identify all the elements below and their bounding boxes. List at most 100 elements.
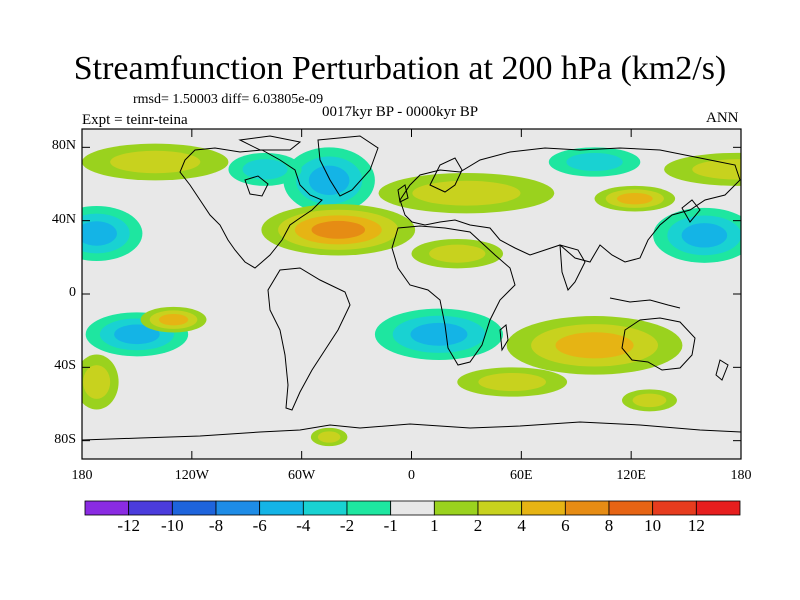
figure-title: Streamfunction Perturbation at 200 hPa (… [73,50,727,87]
contour-band [317,431,341,443]
contour-band [692,159,741,180]
lon-label: 120E [616,468,646,483]
colorbar-label: 4 [517,516,526,535]
lat-label: 80N [51,138,76,154]
lon-label: 180 [730,468,752,483]
colorbar-swatch [695,500,741,516]
colorbar-swatch [477,500,523,516]
coast-eurasia [399,147,741,263]
colorbar-swatch [259,500,304,516]
anomaly-greenland-negative [283,147,375,214]
anomaly-south-east-pacific-positive [82,354,119,410]
colorbar-label: -4 [296,516,311,535]
coast-greenland [317,135,379,197]
lon-label: 180 [71,468,93,483]
season-label: ANN [706,110,739,126]
coast-antarctica [82,421,741,441]
lat-label: 40N [51,211,76,227]
colorbar-swatch [302,500,348,516]
lon-label: 60W [288,468,316,483]
coast-north-america [179,147,323,269]
colorbar-swatch [128,500,173,516]
colorbar-swatch [215,500,261,516]
anomaly-south-pacific-positive [140,306,207,333]
colorbar-label: -2 [339,516,355,535]
colorbar-label: 10 [644,516,662,535]
contour-band [632,393,667,408]
anomaly-europe-positive [378,173,555,214]
anomaly-south-indian-positive [622,389,677,412]
colorbar-swatch [346,500,392,516]
anomaly-layer [82,143,741,447]
coast-australia [621,317,696,371]
coast-british-isles [397,184,409,203]
contour-band [478,372,546,392]
contour-band [410,322,468,346]
colorbar-label: -12 [117,516,140,535]
colorbar-label: 1 [430,516,439,535]
stats-text: rmsd= 1.50003 diff= 6.03805e-09 [133,92,324,107]
coast-madagascar [499,324,509,352]
contour-band [83,365,111,399]
contour-band [311,220,366,239]
colorbar-label: -10 [160,516,184,535]
contour-band [412,180,521,206]
coastlines [82,135,741,441]
colorbar-swatch [171,500,217,516]
colorbar-label: -1 [383,516,398,535]
anomaly-east-asia-positive [594,185,676,212]
colorbar-swatch [608,500,654,516]
coast-indonesia [609,297,681,309]
anomaly-pacific-north-negative [82,206,143,261]
coast-south-america [267,267,351,411]
colorbar-label: -8 [208,516,224,535]
colorbar-swatch [652,500,697,516]
colorbar-swatch [84,500,130,516]
contour-band [555,332,634,359]
anomaly-australia-positive [506,316,683,375]
anomaly-siberia-negative [548,147,641,177]
colorbar-swatch [564,500,610,516]
lon-label: 60E [510,468,533,483]
colorbar-label: 6 [561,516,570,535]
contour-band [616,192,653,205]
anomaly-north-africa-positive [411,239,504,269]
anomaly-pacific-north-negative-east [653,207,741,263]
lon-label: 0 [408,468,415,483]
colorbar-label: 2 [473,516,483,535]
coast-japan [681,199,701,223]
contour-band [242,159,288,180]
colorbar-swatch [433,500,479,516]
colorbar-swatch [521,500,566,516]
anomaly-north-atlantic-positive [261,204,416,256]
coast-hudson-bay [244,175,269,197]
period-label: 0017kyr BP - 0000kyr BP [322,104,479,120]
contour-band [308,165,350,195]
anomaly-antarctic-positive [310,427,348,447]
coast-india [559,244,586,291]
contour-band [566,152,623,172]
lat-label: 0 [69,285,76,300]
colorbar-label: 12 [687,516,705,535]
experiment-label: Expt = teinr-teina [82,112,188,128]
anomaly-arctic-canada-negative [228,152,302,186]
coast-arctic-islands [238,135,302,151]
contour-band [82,221,117,246]
anomaly-south-atlantic-negative [374,308,504,361]
coast-new-zealand [715,359,729,381]
colorbar [84,500,741,516]
colorbar-swatch [390,500,435,516]
coast-africa [391,225,516,366]
contour-band [158,313,189,326]
contour-band [429,244,486,263]
lon-label: 120W [174,468,209,483]
contour-band [114,324,160,345]
lat-label: 40S [54,358,76,374]
lat-label: 80S [54,431,76,447]
contour-band [681,223,728,248]
colorbar-label: 8 [604,516,614,535]
colorbar-label: -6 [252,516,267,535]
coast-scandinavia [429,157,463,193]
contour-band [110,150,201,174]
